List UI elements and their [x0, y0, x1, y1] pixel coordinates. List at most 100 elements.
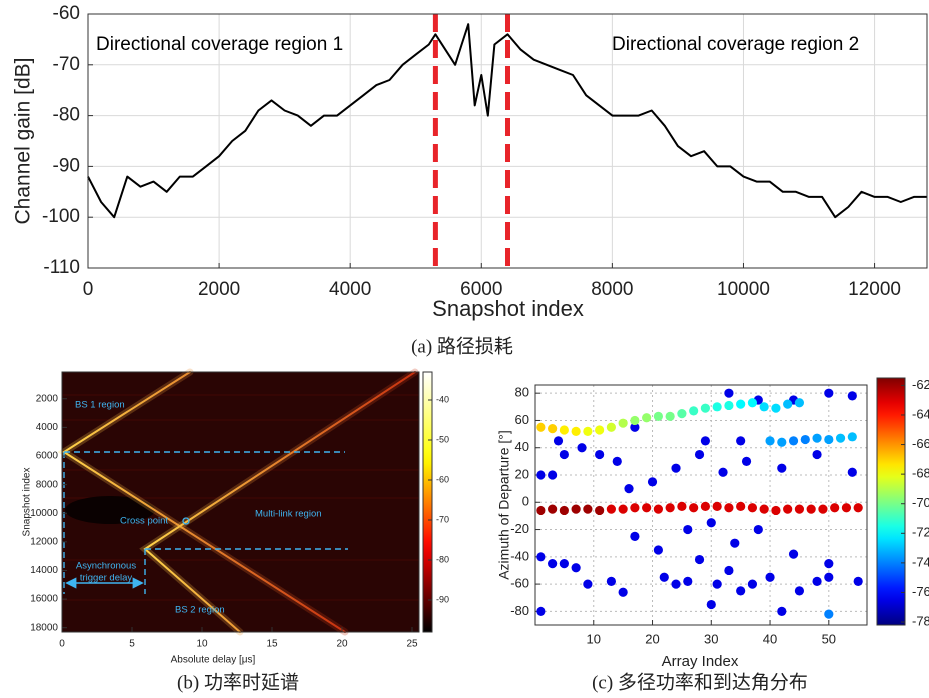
scatter-point — [800, 434, 810, 445]
scatter-point — [536, 422, 546, 432]
colorbar-tick-label: -76 — [912, 584, 929, 599]
scatter-point — [553, 436, 564, 446]
scatter-point — [830, 503, 840, 513]
x-tick-label: 30 — [704, 631, 718, 646]
annotation: Directional coverage region 1 — [96, 34, 343, 55]
scatter-point — [724, 400, 734, 411]
y-tick-label: 4000 — [36, 422, 59, 433]
scatter-point — [659, 572, 669, 582]
data-line — [87, 23, 927, 219]
y-tick-label: -20 — [510, 521, 529, 536]
x-tick-label: 0 — [83, 279, 94, 300]
scatter-point — [824, 559, 834, 569]
annotation: Asynchronous — [76, 561, 136, 572]
scatter-point — [783, 399, 793, 409]
scatter-point — [824, 572, 834, 582]
colorbar — [876, 377, 906, 626]
colorbar-tick-label: -72 — [912, 525, 929, 540]
colorbar-tick-label: -80 — [436, 554, 449, 564]
scatter-point — [642, 413, 652, 423]
scatter-point — [700, 501, 711, 511]
scatter-point — [683, 576, 693, 586]
caption: (b) 功率时延谱 — [177, 671, 299, 693]
scatter-point — [765, 436, 775, 446]
plot-line: 0 2000 4000 6000 8000 10000 12000 -110 -100 -90 -8… — [12, 3, 928, 357]
y-tick-label: 14000 — [30, 565, 58, 576]
plot-frame — [534, 384, 868, 626]
scatter-point — [712, 501, 722, 511]
scatter-point — [853, 503, 863, 513]
scatter-point — [548, 504, 558, 514]
scatter-point — [788, 436, 799, 446]
scatter-point — [571, 426, 581, 436]
scatter-point — [812, 433, 822, 443]
scatter-point — [847, 467, 857, 477]
x-tick-label: 15 — [266, 639, 278, 650]
scatter-point — [824, 434, 834, 445]
scatter-point — [777, 437, 787, 447]
colorbar-tick-label: -78 — [912, 613, 929, 628]
x-tick-label: 2000 — [198, 279, 240, 300]
scatter-point — [853, 576, 863, 586]
y-tick-label: 10000 — [30, 508, 58, 519]
scatter-point — [559, 505, 569, 516]
colorbar-tick-label: -40 — [436, 394, 449, 404]
colorbar-tick-label: -70 — [436, 514, 449, 524]
colorbar-tick-label: -60 — [436, 474, 449, 484]
scatter-point — [777, 463, 787, 473]
scatter-point — [824, 609, 834, 619]
y-tick-label: -80 — [510, 603, 529, 618]
scatter-point — [595, 505, 605, 516]
colorbar-tick-label: -62 — [912, 377, 929, 392]
y-tick-label: -110 — [43, 257, 80, 278]
caption: (a) 路径损耗 — [411, 335, 513, 357]
colorbar-tick-label: -66 — [912, 436, 929, 451]
x-tick-label: 10 — [196, 639, 208, 650]
scatter-point — [624, 484, 634, 494]
scatter-point — [689, 406, 699, 416]
scatter-point — [736, 501, 746, 511]
scatter-point — [559, 425, 569, 435]
x-tick-label: 4000 — [329, 279, 371, 300]
annotation: BS 2 region — [175, 605, 225, 616]
scatter-point — [536, 606, 546, 616]
scatter-point — [741, 456, 752, 466]
caption: (c) 多径功率和到达角分布 — [592, 671, 808, 693]
y-tick-label: -100 — [42, 206, 80, 227]
plot-scatter: 10 20 30 40 50 -80 -60 -40 -20 0 20 40 60 80 -62 -64 -66… — [496, 377, 929, 694]
x-tick-label: 0 — [59, 639, 65, 650]
scatter-point — [736, 436, 746, 446]
scatter-point — [847, 432, 857, 442]
scatter-point — [794, 398, 805, 408]
scatter-point — [571, 504, 581, 514]
colorbar-tick-label: -68 — [912, 466, 929, 481]
y-tick-label: 12000 — [30, 536, 58, 547]
x-tick-label: 5 — [129, 639, 135, 650]
scatter-point — [724, 388, 734, 398]
scatter-point — [783, 504, 793, 514]
x-axis-label: Snapshot index — [432, 296, 584, 321]
scatter-point — [689, 503, 699, 513]
scatter-point — [736, 586, 746, 596]
scatter-point — [618, 504, 628, 514]
y-tick-label: 60 — [515, 412, 529, 427]
scatter-point — [753, 524, 763, 535]
x-tick-label: 10 — [587, 631, 601, 646]
scatter-point — [759, 504, 769, 514]
scatter-point — [653, 504, 663, 514]
scatter-point — [694, 449, 705, 460]
annotation: Directional coverage region 2 — [612, 34, 859, 55]
scatter-point — [548, 559, 558, 569]
scatter-point — [595, 449, 605, 460]
scatter-point — [583, 579, 593, 589]
scatter-point — [724, 565, 734, 576]
scatter-point — [612, 456, 622, 466]
scatter-point — [812, 576, 822, 586]
y-tick-label: -60 — [510, 576, 529, 591]
scatter-point — [724, 503, 734, 513]
scatter-point — [606, 504, 616, 514]
scatter-point — [794, 504, 805, 514]
x-tick-label: 20 — [645, 631, 659, 646]
annotation: trigger delay — [80, 573, 133, 584]
scatter-point — [683, 524, 693, 535]
